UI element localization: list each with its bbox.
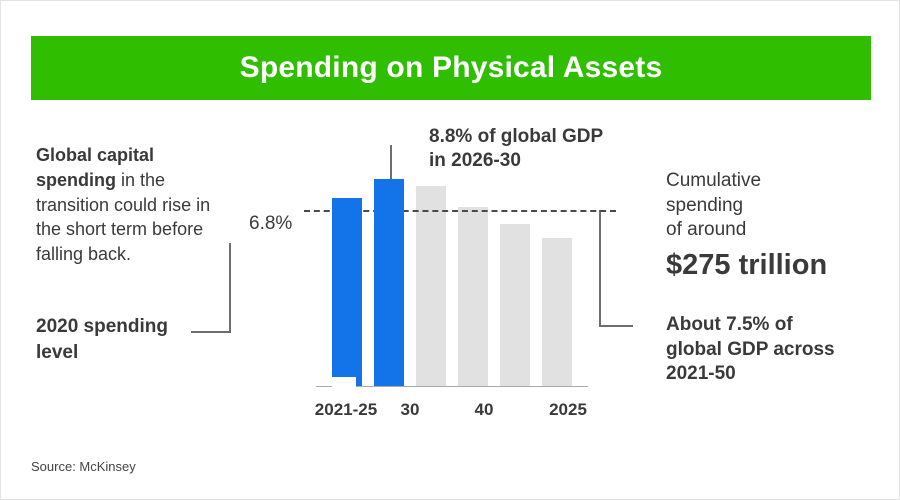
cumulative-amount: $275 trillion — [666, 249, 828, 281]
bar-chart: 2021-25 30 40 2025 — [304, 151, 616, 419]
cumulative-intro: Cumulative spending of around — [666, 169, 761, 243]
intro-paragraph: Global capital spending in the transitio… — [36, 143, 212, 267]
cumulative-intro-line1: Cumulative — [666, 170, 762, 191]
average-gdp-line2: global GDP across — [666, 338, 835, 360]
peak-annotation-line1: 8.8% of global GDP — [429, 126, 604, 147]
level-connector-vline — [229, 243, 231, 333]
average-connector-vline — [599, 210, 601, 327]
bar-2036-40 — [458, 207, 488, 386]
level-2020-label: 2020 spending level — [36, 316, 168, 363]
average-connector-hline — [599, 325, 633, 327]
intro-rest-text: in the transition could rise in the shor… — [36, 169, 211, 265]
x-tick-30: 30 — [400, 400, 420, 419]
bar-2021-25 — [332, 198, 362, 386]
bar-2041-45 — [500, 224, 530, 386]
x-tick-2021-25: 2021-25 — [314, 400, 378, 419]
x-tick-2025: 2025 — [549, 400, 587, 419]
x-axis — [316, 386, 588, 387]
bar-2026-30 — [374, 179, 404, 386]
average-gdp-line1: About 7.5% of — [666, 314, 793, 335]
peak-connector-line — [390, 145, 392, 180]
source-note: Source: McKinsey — [31, 459, 136, 474]
average-gdp-note: About 7.5% of global GDP across 2021-50 — [666, 313, 866, 387]
peak-annotation-line2: in 2026-30 — [429, 149, 521, 171]
page-title: Spending on Physical Assets — [239, 51, 663, 84]
2020-level-marker — [332, 377, 356, 393]
bar-2031-35 — [416, 186, 446, 386]
cumulative-intro-line2: spending — [666, 194, 744, 216]
header-banner: Spending on Physical Assets — [31, 36, 871, 100]
level-2020-percent: 6.8% — [249, 213, 293, 234]
average-dashed-line — [304, 210, 616, 212]
average-gdp-line3: 2021-50 — [666, 363, 736, 385]
bar-2046-50 — [542, 238, 572, 386]
peak-annotation: 8.8% of global GDP in 2026-30 — [429, 125, 603, 173]
intro-bold-text: Global capital spending — [36, 145, 155, 190]
cumulative-intro-line3: of around — [666, 219, 747, 241]
level-connector-hline — [191, 331, 231, 333]
x-tick-40: 40 — [474, 400, 494, 419]
